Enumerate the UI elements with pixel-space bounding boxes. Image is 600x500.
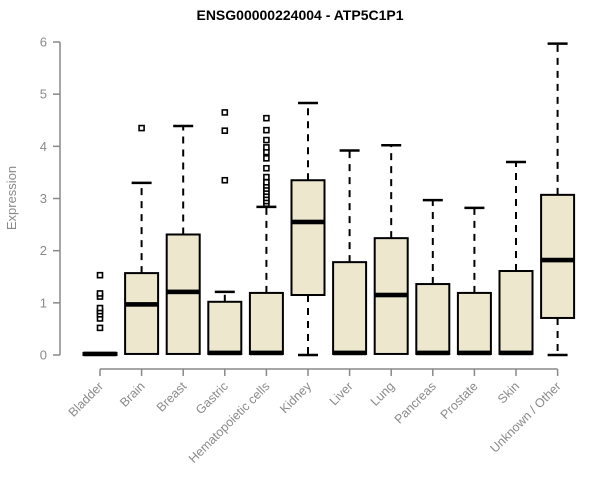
outlier-hematopoietic-cells-15 — [263, 114, 270, 122]
box-prostate — [456, 291, 492, 355]
x-tick-label-bladder: Bladder — [66, 379, 106, 419]
box-skin — [498, 270, 534, 355]
median-hematopoietic-cells — [249, 350, 283, 356]
outlier-gastric-0 — [221, 176, 229, 184]
median-brain — [125, 302, 159, 307]
median-lung — [374, 292, 408, 298]
median-kidney — [291, 219, 325, 225]
median-gastric — [208, 350, 242, 356]
x-tick-label-liver: Liver — [327, 379, 356, 408]
median-pancreas — [416, 350, 450, 356]
y-tick-label: 3 — [40, 191, 47, 206]
outlier-hematopoietic-cells-8 — [263, 173, 270, 181]
chart-title: ENSG00000224004 - ATP5C1P1 — [196, 7, 404, 23]
outlier-gastric-2 — [221, 109, 229, 116]
x-tick-label-brain: Brain — [117, 379, 148, 410]
median-bladder — [83, 351, 117, 357]
outlier-hematopoietic-cells-13 — [263, 136, 270, 144]
median-breast — [166, 289, 200, 295]
outlier-brain-0 — [138, 124, 145, 132]
y-tick-label: 0 — [40, 348, 47, 363]
box-pancreas — [415, 283, 451, 355]
outlier-hematopoietic-cells-14 — [263, 126, 270, 134]
outlier-hematopoietic-cells-10 — [263, 155, 270, 162]
x-tick-label-gastric: Gastric — [193, 379, 231, 417]
outlier-gastric-1 — [221, 127, 229, 134]
y-tick-label: 6 — [40, 35, 47, 50]
x-tick-label-kidney: Kidney — [277, 379, 314, 416]
outlier-hematopoietic-cells-7 — [263, 179, 270, 186]
median-liver — [333, 350, 367, 356]
box-kidney — [290, 179, 326, 297]
x-tick-label-pancreas: Pancreas — [392, 379, 439, 426]
box-brain — [124, 272, 160, 355]
y-tick-label: 2 — [40, 243, 47, 258]
y-tick-label: 1 — [40, 295, 47, 310]
outlier-bladder-6 — [96, 290, 104, 297]
median-unknown-other — [541, 257, 575, 263]
box-hematopoietic-cells — [248, 291, 284, 355]
x-tick-label-breast: Breast — [154, 379, 190, 415]
median-skin — [499, 350, 533, 356]
outlier-hematopoietic-cells-9 — [263, 164, 270, 172]
outlier-bladder-0 — [96, 324, 104, 332]
median-prostate — [457, 350, 491, 356]
outlier-hematopoietic-cells-12 — [263, 144, 270, 151]
x-tick-label-lung: Lung — [368, 379, 398, 409]
box-unknown-other — [540, 193, 576, 319]
y-tick-label: 5 — [40, 87, 47, 102]
y-tick-label: 4 — [40, 139, 47, 154]
x-tick-label-skin: Skin — [495, 379, 522, 406]
box-gastric — [207, 300, 243, 355]
box-liver — [332, 261, 368, 355]
x-tick-label-prostate: Prostate — [438, 379, 481, 422]
x-tick-label-unknown-other: Unknown / Other — [487, 379, 563, 455]
x-tick-label-hematopoietic-cells: Hematopoietic cells — [186, 379, 273, 466]
outlier-bladder-4 — [96, 304, 104, 312]
box-breast — [165, 233, 201, 355]
outlier-bladder-7 — [96, 271, 104, 279]
